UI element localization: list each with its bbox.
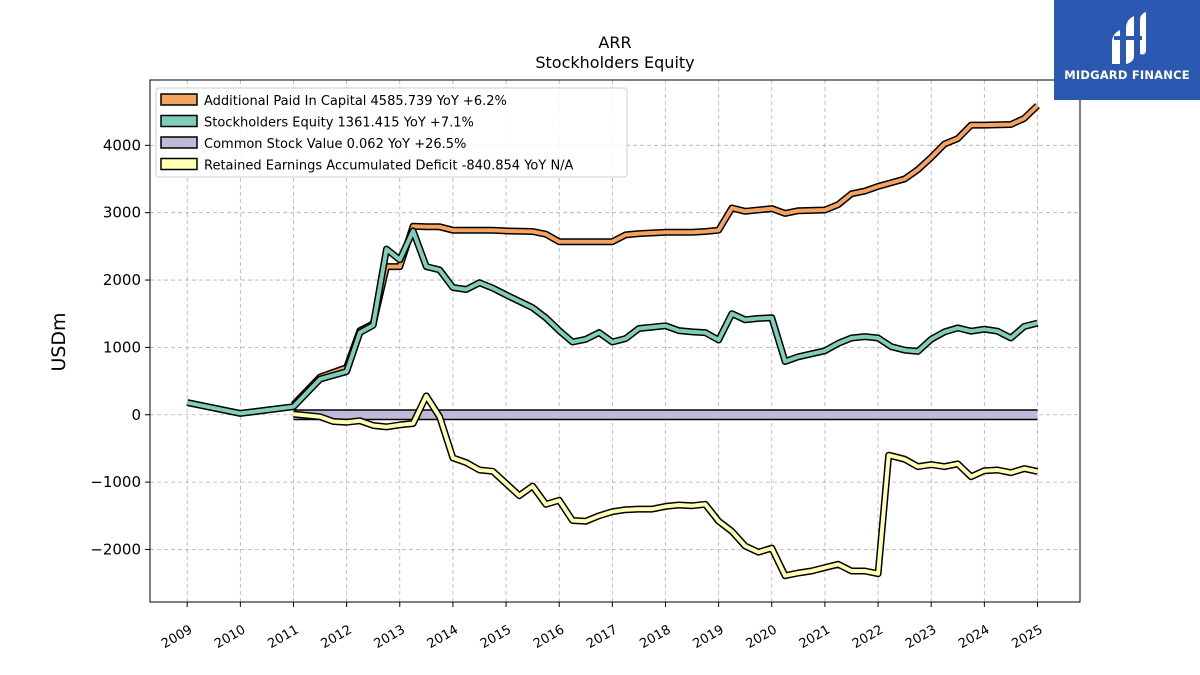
series-line <box>293 393 1038 578</box>
x-tick-label: 2014 <box>425 622 461 652</box>
legend-box <box>155 87 628 178</box>
x-tick-label: 2018 <box>637 622 673 652</box>
x-tick-label: 2013 <box>372 622 408 652</box>
y-axis-ticks: −2000 −1000 0 1000 2000 3000 4000 <box>90 136 150 558</box>
series-lines <box>186 103 1040 580</box>
x-axis-ticks: 2009 2010 2011 2012 2013 2014 2015 2016 2017 2018… <box>159 602 1045 652</box>
legend-label: Common Stock Value 0.062 YoY +26.5% <box>204 137 466 152</box>
x-tick-label: 2016 <box>531 622 567 652</box>
x-tick-label: 2021 <box>797 622 833 652</box>
series-line <box>292 104 1039 407</box>
y-tick-label: 4000 <box>103 136 141 154</box>
series-3 <box>293 392 1039 580</box>
x-tick-label: 2010 <box>212 622 248 652</box>
legend-swatch <box>160 157 198 171</box>
y-tick-label: −2000 <box>90 540 141 558</box>
midgard-finance-logo: MIDGARD FINANCE <box>1054 0 1200 100</box>
x-tick-label: 2025 <box>1009 622 1045 652</box>
legend-label: Retained Earnings Accumulated Deficit -8… <box>204 159 574 174</box>
y-tick-label: 0 <box>131 406 141 424</box>
logo-text: MIDGARD FINANCE <box>1064 68 1190 82</box>
x-tick-label: 2023 <box>903 622 939 652</box>
series-0 <box>290 103 1040 408</box>
y-tick-label: 2000 <box>103 271 141 289</box>
logo-mark-icon <box>1112 12 1146 64</box>
legend-swatch <box>160 114 198 128</box>
series-line <box>186 228 1038 416</box>
x-tick-label: 2017 <box>584 622 620 652</box>
legend-swatch <box>160 93 198 106</box>
x-tick-label: 2012 <box>318 622 354 652</box>
y-tick-label: −1000 <box>90 473 141 491</box>
x-tick-label: 2024 <box>956 622 992 652</box>
chart-subtitle: Stockholders Equity <box>535 53 694 72</box>
x-tick-label: 2019 <box>690 622 726 652</box>
x-tick-label: 2011 <box>265 622 301 652</box>
y-axis-label: USDm <box>48 312 70 371</box>
legend: Additional Paid In Capital 4585.739 YoY … <box>155 87 628 178</box>
plot-frame <box>149 79 1081 603</box>
x-tick-label: 2020 <box>744 622 780 652</box>
y-tick-label: 3000 <box>103 204 141 222</box>
series-1 <box>186 227 1039 417</box>
legend-label: Additional Paid In Capital 4585.739 YoY … <box>204 94 507 109</box>
legend-label: Stockholders Equity 1361.415 YoY +7.1% <box>204 116 474 131</box>
y-tick-label: 1000 <box>103 338 141 356</box>
x-tick-label: 2015 <box>478 622 514 652</box>
x-tick-label: 2022 <box>850 622 886 652</box>
chart-title: ARR <box>598 33 631 52</box>
x-tick-label: 2009 <box>159 622 195 652</box>
legend-swatch <box>160 136 198 149</box>
